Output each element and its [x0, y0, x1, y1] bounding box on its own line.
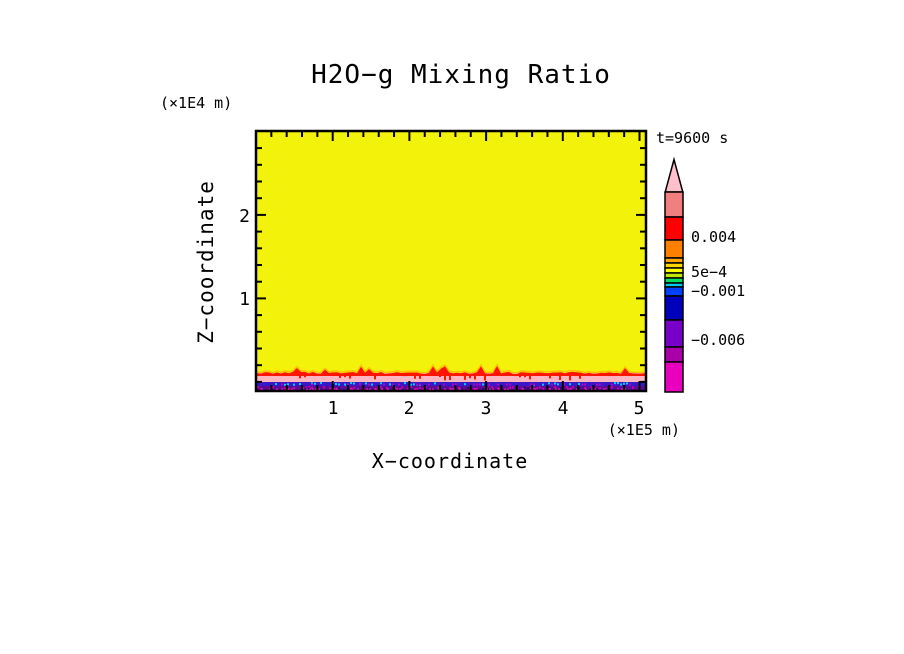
colorbar-arrow-tip [664, 156, 684, 193]
colorbar-label-0004: 0.004 [691, 228, 737, 246]
z-axis-title: Z−coordinate [194, 180, 218, 344]
z-tick-label-2: 2 [239, 206, 250, 227]
contour-fringe [256, 363, 646, 374]
colorbar-label-neg0006: −0.006 [691, 331, 746, 349]
x-tick-label-2: 2 [403, 398, 415, 419]
x-tick-label-5: 5 [633, 398, 645, 419]
z-axis-unit-label: (×1E4 m) [160, 94, 233, 112]
field-layers [256, 131, 646, 391]
colorbar-label-neg0001: −0.001 [691, 282, 746, 300]
speckled-blue-row [257, 382, 645, 386]
speckled-purple-row [257, 386, 645, 390]
time-label: t=9600 s [656, 129, 729, 147]
x-tick-label-1: 1 [327, 398, 339, 419]
axis-ticks [257, 132, 645, 390]
x-tick-label-4: 4 [557, 398, 569, 419]
x-tick-label-3: 3 [480, 398, 492, 419]
z-tick-label-1: 1 [239, 289, 250, 310]
contour-line [257, 366, 645, 376]
x-axis-unit-label: (×1E5 m) [607, 421, 680, 439]
colorbar-label-5e-4: 5e−4 [691, 263, 728, 281]
x-axis-title: X−coordinate [371, 449, 529, 473]
plot-border [254, 129, 648, 393]
chart-title: H2O−g Mixing Ratio [311, 60, 611, 90]
colorbar [664, 156, 684, 393]
